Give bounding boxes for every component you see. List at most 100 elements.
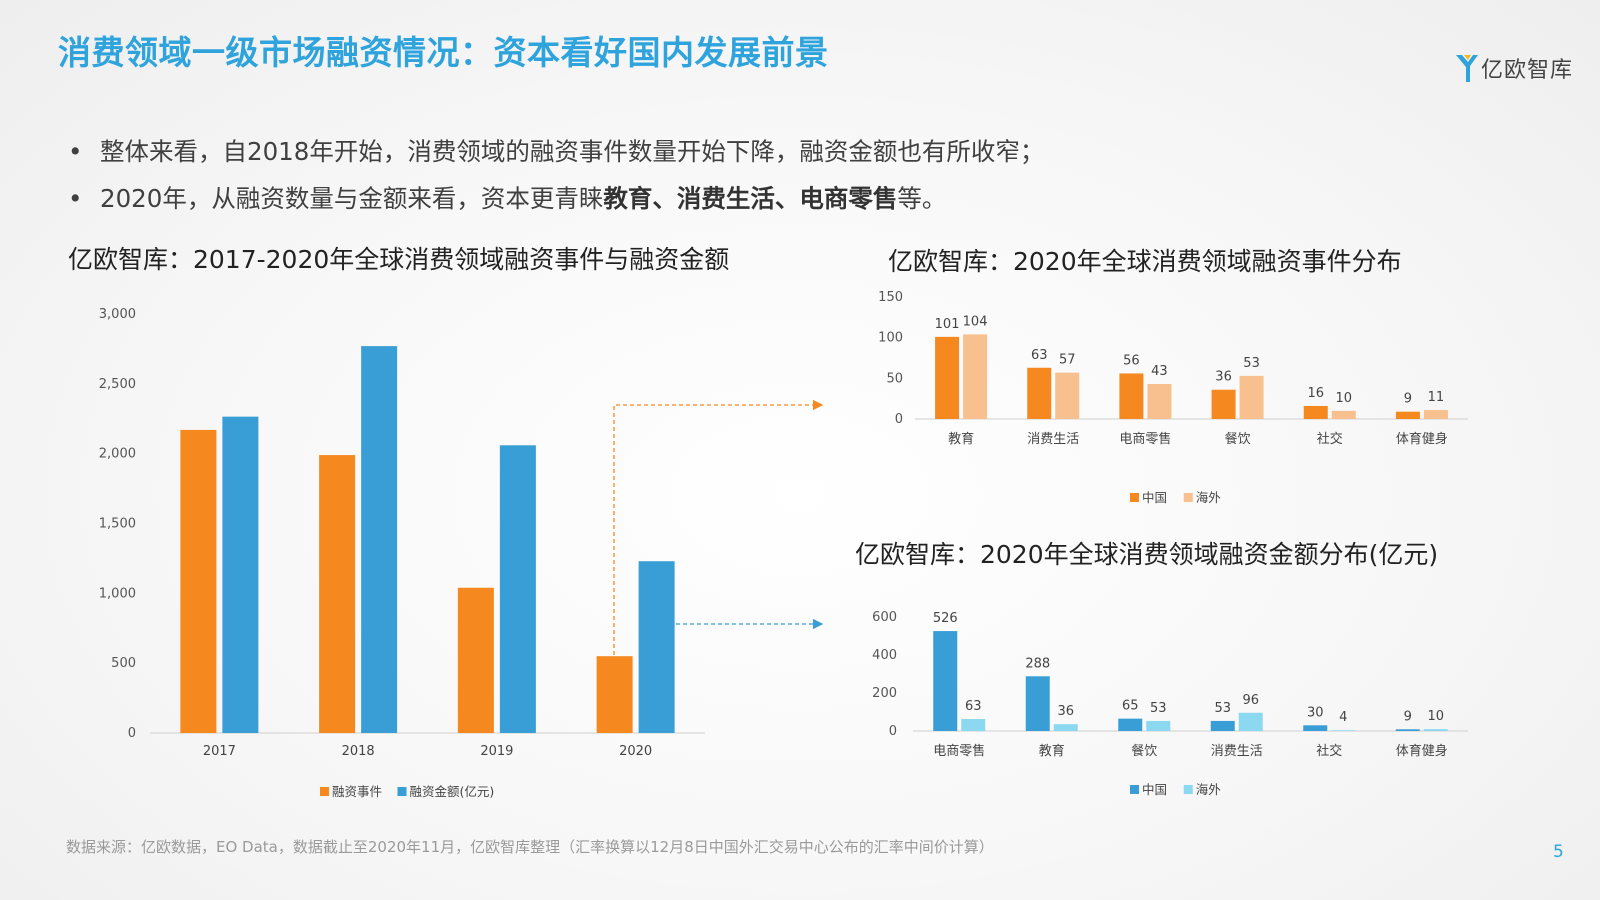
- y-tick-label: 50: [886, 371, 903, 386]
- category-label: 社交: [1316, 743, 1342, 759]
- data-label: 10: [1335, 391, 1352, 406]
- data-label: 104: [963, 314, 988, 329]
- bar-series2: [961, 719, 986, 731]
- bar-series1: [1395, 411, 1420, 419]
- bullet-dot: •: [68, 184, 83, 213]
- data-label: 43: [1151, 364, 1168, 379]
- bar-series1: [180, 429, 217, 733]
- bar-series2: [1331, 410, 1356, 419]
- data-label: 9: [1404, 392, 1412, 407]
- data-label: 63: [1031, 348, 1048, 363]
- data-label: 96: [1242, 693, 1259, 708]
- logo: 亿欧智库: [1455, 52, 1573, 84]
- legend-label: 海外: [1196, 490, 1222, 505]
- bar-series1: [1027, 367, 1052, 419]
- bar-series2: [1055, 372, 1080, 419]
- bullet-text: 等。: [897, 184, 947, 213]
- data-label: 57: [1059, 353, 1076, 368]
- category-label: 电商零售: [1119, 431, 1171, 447]
- bullet-item: • 整体来看，自2018年开始，消费领域的融资事件数量开始下降，融资金额也有所收窄…: [68, 128, 1044, 175]
- data-label: 526: [933, 611, 958, 626]
- bar-series2: [499, 445, 536, 733]
- data-label: 63: [965, 699, 982, 714]
- y-tick-label: 2,000: [99, 447, 136, 462]
- data-label: 36: [1215, 370, 1232, 385]
- y-tick-label: 400: [872, 648, 897, 663]
- data-label: 288: [1025, 656, 1050, 671]
- legend-swatch: [320, 787, 329, 796]
- summary-bullets: • 整体来看，自2018年开始，消费领域的融资事件数量开始下降，融资金额也有所收窄…: [68, 128, 1044, 222]
- bar-series1: [596, 656, 633, 733]
- category-label: 社交: [1317, 431, 1343, 447]
- y-tick-label: 0: [895, 412, 903, 427]
- legend-label: 海外: [1196, 782, 1222, 797]
- data-label: 53: [1214, 701, 1231, 716]
- bullet-text: 整体来看，自2018年开始，消费领域的融资事件数量开始下降，融资金额也有所收窄；: [100, 137, 1045, 166]
- y-tick-label: 0: [889, 724, 897, 739]
- category-label: 体育健身: [1396, 431, 1448, 447]
- bar-series1: [1211, 389, 1236, 419]
- bar-series2: [1423, 729, 1448, 731]
- y-tick-label: 2,500: [99, 377, 136, 392]
- page-title: 消费领域一级市场融资情况：资本看好国内发展前景: [58, 33, 829, 72]
- y-tick-label: 200: [872, 686, 897, 701]
- data-source-note: 数据来源：亿欧数据，EO Data，数据截止至2020年11月，亿欧智库整理（汇…: [66, 838, 994, 856]
- category-label: 电商零售: [933, 743, 985, 759]
- data-label: 65: [1122, 699, 1139, 714]
- bar-series1: [1303, 405, 1328, 419]
- bullet-highlight: 教育、消费生活、电商零售: [603, 184, 898, 213]
- legend-label: 中国: [1142, 490, 1167, 505]
- data-label: 4: [1339, 710, 1347, 725]
- legend-swatch: [1183, 493, 1193, 502]
- bar-series2: [638, 561, 675, 733]
- bar-series2: [222, 416, 259, 733]
- bar-series2: [361, 346, 398, 733]
- y-tick-label: 100: [878, 331, 903, 346]
- bullet-dot: •: [68, 137, 83, 166]
- data-label: 9: [1404, 709, 1412, 724]
- logo-text: 亿欧智库: [1481, 58, 1574, 83]
- category-label: 教育: [1039, 743, 1065, 759]
- category-label: 餐饮: [1225, 431, 1251, 447]
- category-label: 体育健身: [1396, 743, 1448, 759]
- y-tick-label: 3,000: [99, 307, 136, 322]
- bar-series1: [933, 631, 958, 731]
- chart-title-amount-distribution: 亿欧智库：2020年全球消费领域融资金额分布(亿元): [855, 540, 1439, 569]
- category-label: 2017: [203, 744, 236, 759]
- bar-series1: [1210, 720, 1235, 731]
- bar-series1: [1303, 725, 1328, 731]
- bar-series2: [1053, 724, 1078, 731]
- bar-series2: [1238, 712, 1263, 731]
- category-label: 2018: [342, 744, 375, 759]
- y-tick-label: 1,000: [99, 586, 136, 601]
- orange-connector-arrow: [613, 399, 824, 655]
- bullet-text: 2020年，从融资数量与金额来看，资本更青睐: [100, 184, 604, 213]
- bar-series1: [935, 336, 960, 419]
- data-label: 10: [1427, 709, 1444, 724]
- bar-series2: [1423, 410, 1448, 419]
- data-label: 16: [1307, 386, 1324, 401]
- bar-series2: [1239, 375, 1264, 419]
- data-label: 11: [1428, 390, 1445, 405]
- legend-label: 融资事件: [332, 784, 382, 799]
- category-label: 消费生活: [1211, 744, 1263, 759]
- bar-series2: [963, 334, 988, 419]
- data-label: 36: [1057, 704, 1074, 719]
- legend-swatch: [1130, 785, 1139, 794]
- y-tick-label: 500: [111, 656, 136, 671]
- bar-series1: [1118, 718, 1143, 731]
- legend-swatch: [397, 787, 407, 796]
- y-tick-label: 1,500: [99, 517, 136, 532]
- category-label: 餐饮: [1131, 743, 1157, 759]
- legend-swatch: [1130, 493, 1139, 502]
- bar-series2: [1147, 384, 1172, 419]
- data-label: 30: [1307, 705, 1324, 720]
- category-label: 2019: [480, 744, 513, 759]
- category-label: 教育: [948, 431, 974, 447]
- y-tick-label: 0: [128, 726, 136, 741]
- logo-mark-icon: [1456, 55, 1478, 82]
